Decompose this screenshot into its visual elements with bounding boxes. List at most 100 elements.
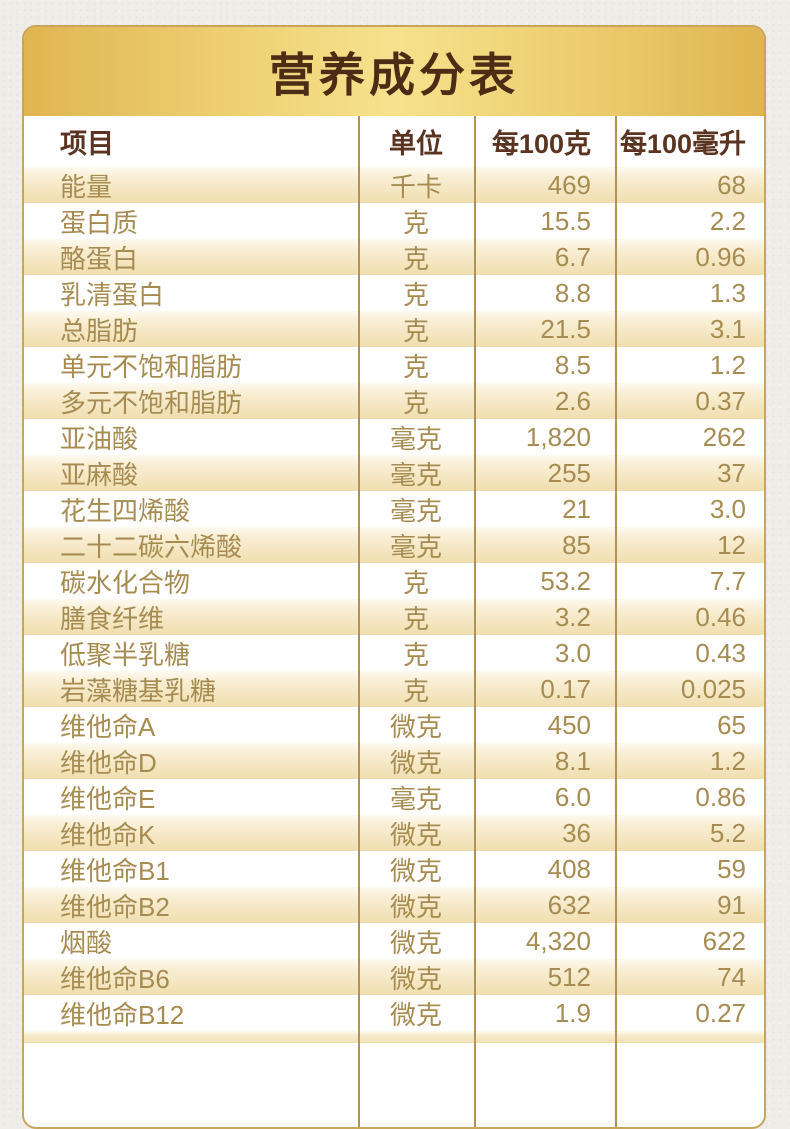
per-100ml-cell: 68 [717,170,746,200]
table-row: 低聚半乳糖 克 3.0 0.43 [24,635,764,671]
unit-cell: 克 [402,208,429,238]
header-cell-per100g: 每100克 [491,129,591,159]
header-cell-per100ml: 每100毫升 [619,129,746,159]
table-row: 维他命B6 微克 512 74 [24,959,764,995]
per-100ml-cell: 1.2 [709,350,746,380]
table-row: 膳食纤维 克 3.2 0.46 [24,599,764,635]
per-100g-cell: 21 [562,494,591,524]
unit-cell: 毫克 [389,532,442,562]
unit-cell: 克 [402,280,429,310]
table-row: 维他命K 微克 36 5.2 [24,815,764,851]
per-100ml-cell: 74 [717,962,746,992]
unit-cell: 克 [402,676,429,706]
per-100ml-cell: 2.2 [709,206,746,236]
item-name-cell: 单元不饱和脂肪 [60,352,243,382]
table-row: 岩藻糖基乳糖 克 0.17 0.025 [24,671,764,707]
per-100g-cell: 1,820 [525,422,591,452]
per-100g-cell: 0.17 [540,674,591,704]
unit-cell: 毫克 [389,460,442,490]
per-100g-cell: 8.1 [554,746,591,776]
per-100g-cell: 6.0 [554,782,591,812]
unit-cell: 克 [402,640,429,670]
per-100ml-cell: 0.27 [695,998,746,1028]
unit-cell: 毫克 [389,784,442,814]
per-100ml-cell: 91 [717,890,746,920]
item-name-cell: 二十二碳六烯酸 [60,532,243,562]
item-name-cell: 维他命B12 [60,1000,185,1030]
header-cell-unit: 单位 [389,129,443,159]
item-name-cell: 维他命A [60,712,156,742]
table-row: 能量 千卡 469 68 [24,167,764,203]
unit-cell: 微克 [389,1000,442,1030]
per-100ml-cell: 65 [717,710,746,740]
per-100g-cell: 85 [562,530,591,560]
item-name-cell: 膳食纤维 [60,604,165,634]
per-100ml-cell: 7.7 [709,566,746,596]
unit-cell: 微克 [389,748,442,778]
table-row: 维他命D 微克 8.1 1.2 [24,743,764,779]
unit-cell: 克 [402,352,429,382]
per-100g-cell: 8.8 [554,278,591,308]
table-row: 亚油酸 毫克 1,820 262 [24,419,764,455]
per-100g-cell: 255 [547,458,591,488]
unit-cell: 克 [402,568,429,598]
per-100g-cell: 53.2 [540,566,591,596]
per-100g-cell: 4,320 [525,926,591,956]
table-row: 花生四烯酸 毫克 21 3.0 [24,491,764,527]
item-name-cell: 维他命D [60,748,157,778]
table-row: 多元不饱和脂肪 克 2.6 0.37 [24,383,764,419]
per-100ml-cell: 3.1 [709,314,746,344]
item-name-cell: 花生四烯酸 [60,496,191,526]
unit-cell: 克 [402,244,429,274]
unit-cell: 微克 [389,892,442,922]
unit-cell: 微克 [389,712,442,742]
table-body: 能量 千卡 469 68 蛋白质 克 15.5 2.2 酪蛋白 克 6.7 0.… [24,167,764,1031]
table-row: 总脂肪 克 21.5 3.1 [24,311,764,347]
item-name-cell: 蛋白质 [60,208,139,238]
table-row: 单元不饱和脂肪 克 8.5 1.2 [24,347,764,383]
table-row: 烟酸 微克 4,320 622 [24,923,764,959]
unit-cell: 微克 [389,964,442,994]
per-100g-cell: 450 [547,710,591,740]
item-name-cell: 乳清蛋白 [60,280,165,310]
item-name-cell: 维他命B2 [60,892,170,922]
item-name-cell: 维他命K [60,820,156,850]
item-name-cell: 碳水化合物 [60,568,191,598]
per-100g-cell: 3.0 [554,638,591,668]
per-100ml-cell: 1.2 [709,746,746,776]
item-name-cell: 维他命E [60,784,156,814]
per-100ml-cell: 0.37 [695,386,746,416]
per-100ml-cell: 37 [717,458,746,488]
per-100g-cell: 512 [547,962,591,992]
table-row: 维他命B12 微克 1.9 0.27 [24,995,764,1031]
per-100ml-cell: 3.0 [709,494,746,524]
per-100ml-cell: 622 [702,926,746,956]
unit-cell: 千卡 [389,172,442,202]
per-100g-cell: 36 [562,818,591,848]
per-100g-cell: 1.9 [554,998,591,1028]
unit-cell: 克 [402,316,429,346]
unit-cell: 微克 [389,856,442,886]
table-row: 维他命B2 微克 632 91 [24,887,764,923]
column-divider-2 [474,116,476,1127]
item-name-cell: 维他命B1 [60,856,170,886]
item-name-cell: 总脂肪 [60,316,139,346]
per-100ml-cell: 12 [717,530,746,560]
item-name-cell: 酪蛋白 [60,244,139,274]
nutrition-panel: 营养成分表 项目 单位 每100克 每100毫升 能量 千卡 469 68 蛋白… [22,25,766,1129]
unit-cell: 微克 [389,820,442,850]
item-name-cell: 多元不饱和脂肪 [60,388,243,418]
unit-cell: 微克 [389,928,442,958]
table-row: 乳清蛋白 克 8.8 1.3 [24,275,764,311]
item-name-cell: 维他命B6 [60,964,170,994]
per-100ml-cell: 262 [702,422,746,452]
table-row: 亚麻酸 毫克 255 37 [24,455,764,491]
title-band: 营养成分表 [24,27,764,116]
per-100g-cell: 632 [547,890,591,920]
table-row: 碳水化合物 克 53.2 7.7 [24,563,764,599]
unit-cell: 毫克 [389,424,442,454]
partial-next-row [24,1031,764,1043]
table-title: 营养成分表 [269,48,519,101]
per-100g-cell: 21.5 [540,314,591,344]
column-divider-3 [615,116,617,1127]
